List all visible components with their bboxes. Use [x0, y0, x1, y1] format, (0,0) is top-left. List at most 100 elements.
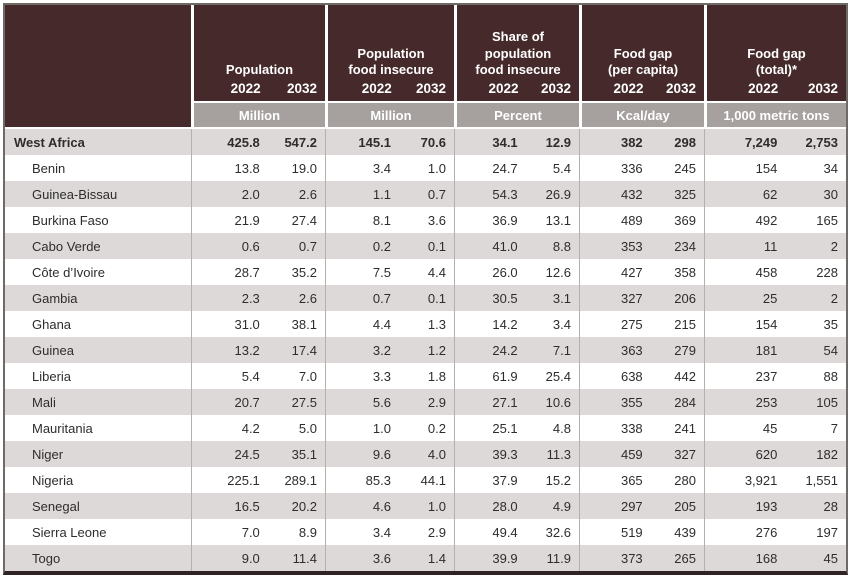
row-label: Niger — [32, 446, 64, 462]
value-cell: 9.0 — [241, 550, 260, 566]
row-group: 34.1 12.9 — [454, 129, 579, 155]
value-cell: 1.2 — [427, 342, 446, 358]
group-head: Population food insecure 2022 2032 — [328, 5, 454, 101]
row-group: 4.6 1.0 — [325, 493, 454, 519]
value-cell: 336 — [620, 160, 643, 176]
unit-cell: Percent — [457, 101, 579, 127]
value-cell: 327 — [674, 446, 696, 462]
value-cell: 12.6 — [545, 264, 571, 280]
unit-cell: Million — [194, 101, 325, 127]
value-cell: 0.6 — [241, 238, 260, 254]
row-label: Gambia — [32, 290, 78, 306]
row-group: 492 165 — [704, 207, 846, 233]
value-cell: 1.3 — [427, 316, 446, 332]
value-cell: 492 — [755, 212, 778, 228]
value-cell: 547.2 — [284, 134, 317, 150]
row-group: 41.0 8.8 — [454, 233, 579, 259]
value-cell: 7,249 — [744, 134, 778, 150]
value-cell: 297 — [620, 498, 643, 514]
row-group: 336 245 — [579, 155, 704, 181]
value-cell: 35 — [823, 316, 838, 332]
unit-cell: Kcal/day — [582, 101, 704, 127]
value-cell: 1.4 — [427, 550, 446, 566]
value-cell: 20.7 — [234, 394, 260, 410]
row-group: 4.2 5.0 — [191, 415, 325, 441]
group-label: Population food insecure — [348, 45, 434, 77]
row-group: 154 35 — [704, 311, 846, 337]
row-group: 237 88 — [704, 363, 846, 389]
value-cell: 3.4 — [552, 316, 571, 332]
row-label: Togo — [32, 550, 61, 566]
value-cell: 489 — [620, 212, 643, 228]
table-row: Sierra Leone 7.0 8.9 3.4 2.9 49.4 32.6 519 439 27… — [5, 519, 846, 545]
row-group: 49.4 32.6 — [454, 519, 579, 545]
row-group: 31.0 38.1 — [191, 311, 325, 337]
value-cell: 13.2 — [234, 342, 260, 358]
row-group: 382 298 — [579, 129, 704, 155]
value-cell: 425.8 — [227, 134, 260, 150]
value-cell: 28 — [823, 498, 838, 514]
year-2032: 2032 — [665, 81, 696, 96]
row-label: Burkina Faso — [32, 212, 109, 228]
value-cell: 432 — [620, 186, 643, 202]
row-group: 21.9 27.4 — [191, 207, 325, 233]
value-cell: 27.4 — [291, 212, 317, 228]
value-cell: 2 — [830, 238, 838, 254]
row-group: 427 358 — [579, 259, 704, 285]
value-cell: 0.1 — [427, 238, 446, 254]
value-cell: 4.4 — [372, 316, 391, 332]
year-2022: 2022 — [361, 81, 392, 96]
row-group: 363 279 — [579, 337, 704, 363]
row-label: Liberia — [32, 368, 72, 384]
value-cell: 0.2 — [427, 420, 446, 436]
value-cell: 28.7 — [234, 264, 260, 280]
row-group: 154 34 — [704, 155, 846, 181]
value-cell: 17.4 — [291, 342, 317, 358]
group-label: Food gap (total)* — [747, 45, 806, 77]
value-cell: 26.9 — [545, 186, 571, 202]
value-cell: 12.9 — [545, 134, 571, 150]
value-cell: 25.4 — [545, 368, 571, 384]
value-cell: 197 — [816, 524, 838, 540]
year-row: 2022 2032 — [582, 79, 704, 101]
value-cell: 15.2 — [545, 472, 571, 488]
row-group: 36.9 13.1 — [454, 207, 579, 233]
year-row: 2022 2032 — [707, 79, 846, 101]
value-cell: 289.1 — [284, 472, 317, 488]
row-label: Ghana — [32, 316, 72, 332]
row-group: 3,921 1,551 — [704, 467, 846, 493]
value-cell: 327 — [620, 290, 643, 306]
value-cell: 241 — [674, 420, 696, 436]
value-cell: 37.9 — [492, 472, 518, 488]
value-cell: 39.9 — [492, 550, 518, 566]
value-cell: 234 — [674, 238, 696, 254]
table-row: Nigeria 225.1 289.1 85.3 44.1 37.9 15.2 365 280 3… — [5, 467, 846, 493]
value-cell: 245 — [674, 160, 696, 176]
table-row: Mali 20.7 27.5 5.6 2.9 27.1 10.6 355 284 253 105 — [5, 389, 846, 415]
row-group: 1.1 0.7 — [325, 181, 454, 207]
column-group-food-gap-per-capita: Food gap (per capita) 2022 2032 Kcal/day — [579, 5, 704, 127]
value-cell: 54.3 — [492, 186, 518, 202]
year-row: 2022 2032 — [194, 79, 325, 101]
value-cell: 1.0 — [427, 160, 446, 176]
table-row: Liberia 5.4 7.0 3.3 1.8 61.9 25.4 638 442 237 88 — [5, 363, 846, 389]
year-2032: 2032 — [540, 81, 571, 96]
row-label: Cabo Verde — [32, 238, 101, 254]
value-cell: 253 — [755, 394, 778, 410]
row-group: 3.3 1.8 — [325, 363, 454, 389]
value-cell: 182 — [816, 446, 838, 462]
value-cell: 1.0 — [427, 498, 446, 514]
value-cell: 459 — [620, 446, 643, 462]
row-group: 365 280 — [579, 467, 704, 493]
value-cell: 0.7 — [298, 238, 317, 254]
value-cell: 358 — [674, 264, 696, 280]
value-cell: 3.3 — [372, 368, 391, 384]
food-security-table: Population 2022 2032 Million Population … — [3, 3, 848, 575]
row-group: 9.0 11.4 — [191, 545, 325, 571]
row-group: 28.0 4.9 — [454, 493, 579, 519]
row-group: 24.2 7.1 — [454, 337, 579, 363]
value-cell: 363 — [620, 342, 643, 358]
value-cell: 2 — [830, 290, 838, 306]
value-cell: 338 — [620, 420, 643, 436]
value-cell: 35.1 — [291, 446, 317, 462]
